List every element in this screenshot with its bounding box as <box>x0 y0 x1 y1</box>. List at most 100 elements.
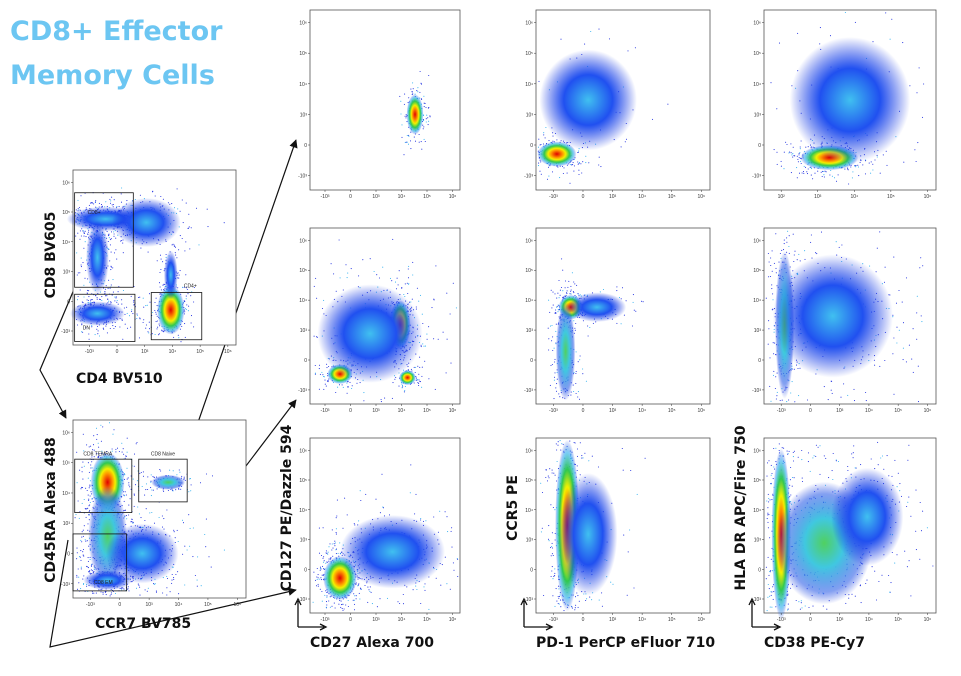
event-dot <box>403 103 405 105</box>
event-dot <box>772 342 774 344</box>
event-dot <box>105 285 107 287</box>
event-dot <box>806 171 808 173</box>
event-dot <box>407 268 409 270</box>
event-dot <box>578 162 581 164</box>
event-dot <box>562 269 564 271</box>
event-dot <box>579 359 581 361</box>
event-dot <box>87 477 89 479</box>
event-dot <box>577 163 579 165</box>
event-dot <box>318 368 320 370</box>
event-dot <box>82 433 84 435</box>
event-dot <box>158 516 160 519</box>
event-dot <box>788 399 790 401</box>
x-tick-label: 10⁵ <box>196 349 204 355</box>
event-dot <box>185 274 187 276</box>
event-dot <box>102 327 104 329</box>
event-dot <box>178 249 180 251</box>
event-dot <box>83 284 85 286</box>
x-tick-label: -10³ <box>86 602 95 608</box>
event-dot <box>128 590 130 592</box>
event-dot <box>109 239 111 241</box>
event-dot <box>892 353 894 355</box>
event-dot <box>80 235 82 237</box>
event-dot <box>93 435 95 437</box>
event-dot <box>421 375 423 377</box>
event-dot <box>121 442 123 444</box>
event-dot <box>901 301 903 303</box>
event-dot <box>136 313 138 315</box>
event-dot <box>76 547 78 549</box>
event-dot <box>109 244 111 246</box>
event-dot <box>578 173 580 176</box>
event-dot <box>577 292 579 295</box>
event-dot <box>173 577 175 579</box>
event-dot <box>82 583 85 586</box>
event-dot <box>98 202 100 204</box>
event-dot <box>563 167 565 169</box>
event-dot <box>346 277 348 279</box>
event-dot <box>185 202 187 204</box>
event-dot <box>80 566 82 568</box>
event-dot <box>773 149 775 151</box>
event-dot <box>791 154 793 156</box>
event-dot <box>774 387 776 390</box>
event-dot <box>335 290 337 292</box>
event-dot <box>414 140 417 142</box>
event-dot <box>76 558 78 560</box>
event-dot <box>148 332 150 334</box>
event-dot <box>76 451 78 453</box>
event-dot <box>342 386 344 388</box>
event-dot <box>104 292 106 294</box>
event-dot <box>124 495 126 497</box>
event-dot <box>123 453 125 455</box>
event-dot <box>313 285 315 287</box>
event-dot <box>87 523 89 525</box>
event-dot <box>182 522 185 524</box>
event-dot <box>131 309 133 311</box>
event-dot <box>804 258 806 260</box>
event-dot <box>88 487 90 489</box>
x-tick-label: 0 <box>118 602 121 608</box>
event-dot <box>548 299 550 301</box>
event-dot <box>798 152 800 155</box>
event-dot <box>187 227 189 229</box>
event-dot <box>410 88 412 90</box>
event-dot <box>176 188 178 190</box>
y-tick-label: 0 <box>304 143 307 149</box>
event-dot <box>342 289 344 291</box>
event-dot <box>113 199 115 201</box>
event-dot <box>632 301 634 303</box>
event-dot <box>83 555 85 557</box>
event-dot <box>323 299 325 301</box>
event-dot <box>96 438 98 440</box>
event-dot <box>819 27 821 29</box>
event-dot <box>150 487 152 489</box>
event-dot <box>109 260 111 262</box>
event-dot <box>158 323 160 325</box>
x-tick-label: 10⁵ <box>204 602 212 608</box>
event-dot <box>155 297 157 299</box>
event-dot <box>90 565 92 567</box>
event-dot <box>115 249 117 251</box>
event-dot <box>325 385 327 387</box>
event-dot <box>408 97 410 99</box>
event-dot <box>133 465 135 467</box>
event-dot <box>117 291 119 293</box>
event-dot <box>425 106 427 109</box>
event-dot <box>455 307 457 309</box>
event-dot <box>838 246 840 248</box>
event-dot <box>143 319 145 321</box>
event-dot <box>800 162 802 165</box>
event-dot <box>80 195 82 197</box>
event-dot <box>633 309 635 311</box>
event-dot <box>570 394 572 396</box>
event-dot <box>132 522 134 524</box>
event-dot <box>163 331 165 333</box>
event-dot <box>193 301 195 303</box>
event-dot <box>88 510 90 512</box>
event-dot <box>166 587 168 589</box>
event-dot <box>823 174 825 176</box>
event-dot <box>183 478 185 480</box>
event-dot <box>106 295 108 297</box>
event-dot <box>108 235 110 237</box>
